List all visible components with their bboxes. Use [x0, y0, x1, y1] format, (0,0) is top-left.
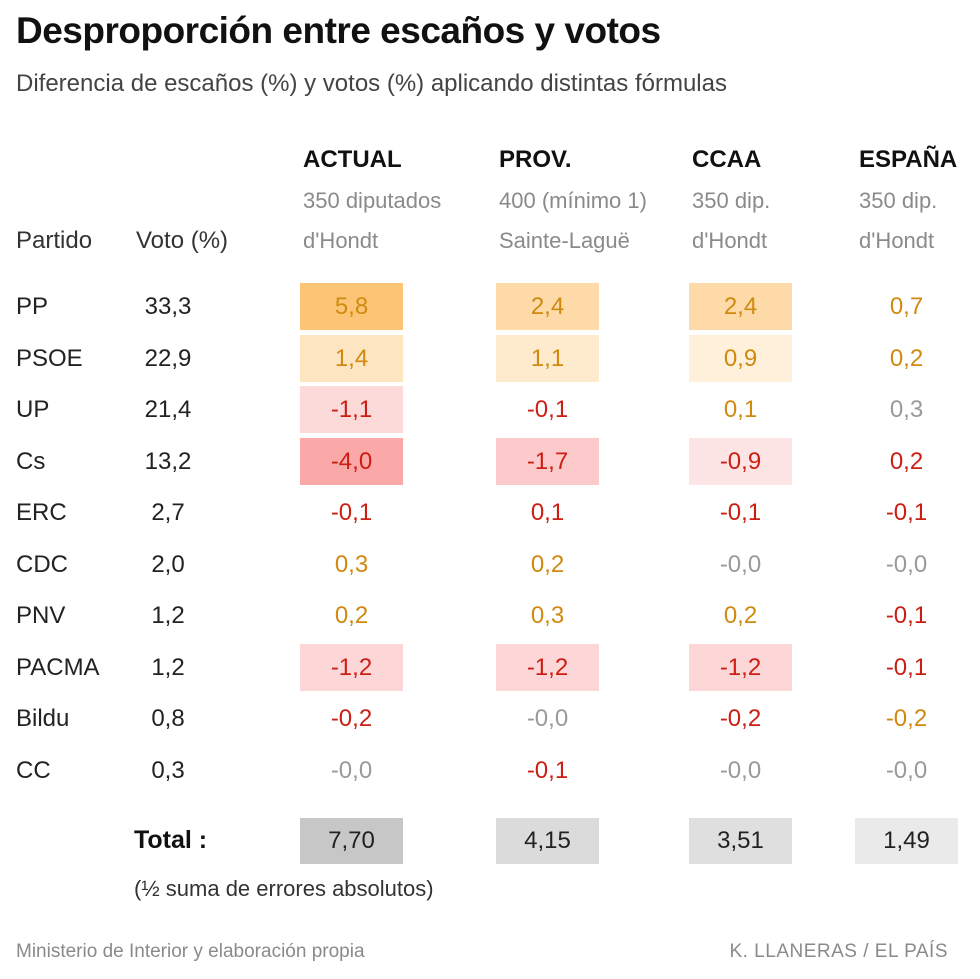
party-label: CDC	[16, 550, 68, 578]
value-cell: -4,0	[300, 437, 403, 485]
value-cell: -1,7	[496, 437, 599, 485]
value-cell: 0,9	[689, 334, 792, 382]
value-cell: -0,9	[689, 437, 792, 485]
value-cell: 0,7	[889, 293, 924, 320]
column-sub-actual-seats: 350 diputados	[303, 188, 442, 213]
value-cell: -0,1	[885, 499, 928, 526]
column-sub-ccaa-method: d'Hondt	[692, 228, 768, 253]
vote-value: 13,2	[144, 447, 192, 475]
value-cell: 2,4	[496, 283, 599, 330]
value-cell: 2,4	[689, 283, 792, 330]
value-cell: 5,8	[300, 283, 403, 330]
value-cell: 0,3	[530, 602, 565, 629]
value-cell: -1,2	[496, 643, 599, 691]
value-cell: 0,3	[889, 396, 924, 423]
value-cell: -0,2	[885, 705, 928, 732]
column-sub-actual-method: d'Hondt	[303, 228, 379, 253]
column-sub-prov-method: Sainte-Laguë	[499, 228, 630, 253]
value-cell: 0,3	[334, 550, 369, 578]
value-cell: -0,0	[330, 756, 373, 784]
credit-note: K. LLANERAS / EL PAÍS	[729, 941, 948, 962]
party-label: PSOE	[16, 344, 83, 372]
value-cell: 0,2	[530, 550, 565, 578]
vote-value: 2,7	[151, 499, 185, 526]
party-label: ERC	[16, 499, 67, 526]
column-sub-espana-method: d'Hondt	[859, 228, 935, 253]
total-prov: 4,15	[496, 818, 599, 864]
total-label: Total :	[134, 826, 208, 854]
value-cell: -0,2	[719, 705, 762, 732]
value-cell: 0,2	[334, 602, 369, 629]
value-cell: -0,0	[719, 756, 762, 784]
value-cell: -0,0	[885, 756, 928, 784]
party-label: Bildu	[16, 705, 70, 732]
value-cell: 0,1	[530, 499, 565, 526]
party-label: CC	[16, 756, 51, 784]
vote-column-header: Voto (%)	[136, 227, 229, 254]
value-cell: 0,2	[723, 602, 758, 629]
chart-subtitle: Diferencia de escaños (%) y votos (%) ap…	[16, 70, 727, 97]
party-label: PP	[16, 293, 49, 320]
party-label: UP	[16, 396, 50, 423]
value-cell: -0,1	[526, 756, 569, 784]
value-cell: -0,0	[719, 550, 762, 578]
value-cell: 1,1	[496, 334, 599, 382]
vote-value: 1,2	[151, 653, 185, 681]
column-sub-prov-seats: 400 (mínimo 1)	[499, 188, 647, 213]
value-cell: -0,2	[330, 705, 373, 732]
vote-value: 21,4	[144, 396, 192, 423]
value-cell: -1,2	[300, 643, 403, 691]
total-note: (½ suma de errores absolutos)	[134, 876, 434, 901]
vote-value: 0,3	[151, 756, 185, 784]
value-cell: 0,1	[723, 396, 758, 423]
value-cell: 0,2	[889, 344, 924, 372]
value-cell: -0,1	[526, 396, 569, 423]
value-cell: 1,4	[300, 334, 403, 382]
vote-value: 22,9	[144, 344, 192, 372]
column-header-prov: PROV.	[499, 146, 572, 173]
party-column-header: Partido	[16, 227, 93, 254]
vote-value: 1,2	[151, 602, 185, 629]
value-cell: -1,1	[300, 386, 403, 433]
source-note: Ministerio de Interior y elaboración pro…	[16, 941, 365, 962]
column-sub-ccaa-seats: 350 dip.	[692, 188, 771, 213]
value-cell: -0,0	[526, 705, 569, 732]
party-label: Cs	[16, 447, 46, 475]
column-header-espana: ESPAÑA	[859, 146, 958, 173]
value-cell: 0,2	[889, 447, 924, 475]
party-label: PACMA	[16, 653, 100, 681]
value-cell: -0,1	[885, 602, 928, 629]
total-actual: 7,70	[300, 818, 403, 864]
party-label: PNV	[16, 602, 66, 629]
chart-title: Desproporción entre escaños y votos	[16, 10, 661, 51]
total-ccaa: 3,51	[689, 818, 792, 864]
value-cell: -0,1	[330, 499, 373, 526]
value-cell: -1,2	[689, 643, 792, 691]
value-cell: -0,1	[885, 653, 928, 681]
total-espana: 1,49	[855, 818, 958, 864]
column-sub-espana-seats: 350 dip.	[859, 188, 938, 213]
value-cell: -0,0	[885, 550, 928, 578]
column-header-ccaa: CCAA	[692, 146, 762, 173]
vote-value: 0,8	[151, 705, 185, 732]
value-cell: -0,1	[719, 499, 762, 526]
vote-value: 33,3	[144, 293, 192, 320]
column-header-actual: ACTUAL	[303, 146, 402, 173]
vote-value: 2,0	[151, 550, 185, 578]
